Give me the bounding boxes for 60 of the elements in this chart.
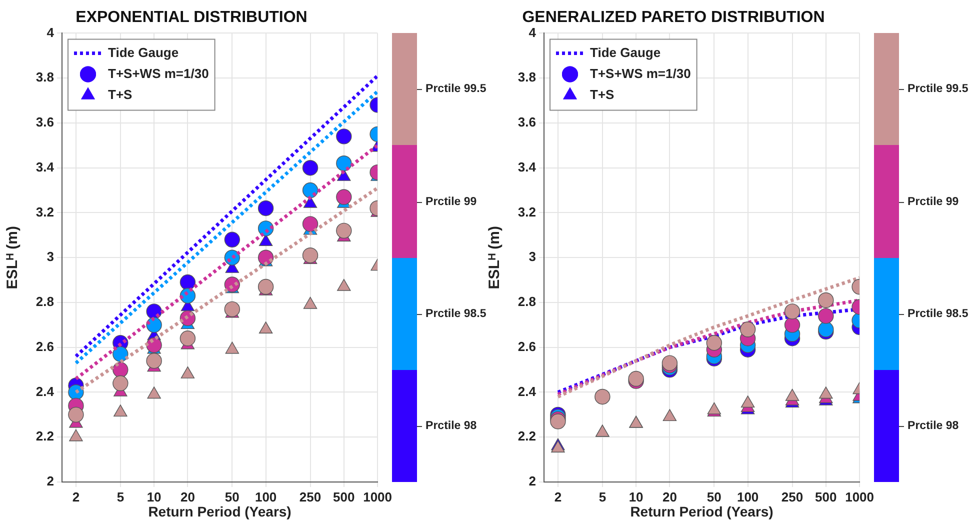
legend-label: Tide Gauge (108, 44, 179, 60)
legend-label: Tide Gauge (590, 44, 661, 60)
y-tick-label: 2.2 (518, 428, 536, 444)
legend-label: T+S+WS m=1/30 (108, 66, 209, 81)
x-tick-label: 100 (736, 489, 759, 504)
x-tick-label: 100 (254, 489, 277, 504)
y-tick-label: 2.8 (518, 294, 536, 310)
text: Prctile 98 (426, 420, 477, 432)
text: Prctile 98.5 (908, 308, 968, 320)
y-tick-label: 3 (46, 249, 54, 264)
y-axis-title: ESLᴴ (m) (486, 226, 504, 290)
x-axis-title: Return Period (Years) (148, 503, 292, 520)
y-tick-label: 4 (528, 24, 537, 40)
x-tick-label: 50 (706, 489, 722, 504)
y-tick-label: 3.6 (518, 114, 536, 130)
y-tick-label: 3.2 (36, 204, 54, 220)
x-tick-label: 1000 (845, 489, 874, 504)
y-tick-label: 3.2 (518, 204, 536, 220)
x-tick-label: 1000 (363, 489, 392, 504)
x-tick-label: 50 (224, 489, 240, 504)
y-tick-label: 2.4 (518, 384, 537, 399)
text: Prctile 99 (908, 196, 959, 208)
y-tick-label: 2.4 (36, 384, 55, 399)
x-axis-title: Return Period (Years) (630, 503, 774, 520)
legend-label: T+S+WS m=1/30 (590, 66, 691, 81)
x-tick-label: 5 (116, 489, 124, 504)
x-tick-label: 500 (815, 489, 837, 504)
y-tick-label: 2 (528, 474, 536, 489)
y-tick-label: 3 (528, 249, 536, 264)
chart-title: GENERALIZED PARETO DISTRIBUTION (522, 9, 825, 26)
text: Prctile 98.5 (426, 308, 486, 320)
legend-label: T+S (108, 86, 133, 102)
y-tick-label: 2.6 (518, 338, 536, 354)
y-tick-label: 3.4 (518, 159, 537, 174)
y-tick-label: 2 (46, 474, 54, 489)
x-tick-label: 20 (662, 489, 677, 504)
x-tick-label: 500 (333, 489, 355, 504)
x-tick-label: 2 (72, 489, 80, 504)
text: Prctile 99 (426, 196, 477, 208)
x-tick-label: 250 (781, 489, 804, 504)
x-tick-label: 10 (628, 489, 644, 504)
y-tick-label: 3.4 (36, 159, 55, 174)
text: Prctile 98 (908, 420, 959, 432)
x-tick-label: 2 (554, 489, 562, 504)
y-tick-label: 2.6 (36, 338, 54, 354)
x-tick-label: 5 (598, 489, 606, 504)
y-axis-title: ESLᴴ (m) (4, 226, 22, 290)
y-tick-label: 2.8 (36, 294, 54, 310)
text: Prctile 99.5 (908, 83, 968, 96)
x-tick-label: 20 (180, 489, 195, 504)
y-tick-label: 4 (46, 24, 55, 40)
y-tick-label: 3.8 (36, 70, 54, 85)
y-tick-label: 3.6 (36, 114, 54, 130)
y-tick-label: 3.8 (518, 70, 536, 85)
text: Prctile 99.5 (426, 83, 486, 96)
x-tick-label: 250 (299, 489, 322, 504)
legend-label: T+S (590, 86, 615, 102)
x-tick-label: 10 (146, 489, 162, 504)
y-tick-label: 2.2 (36, 428, 54, 444)
chart-title: EXPONENTIAL DISTRIBUTION (76, 9, 308, 26)
